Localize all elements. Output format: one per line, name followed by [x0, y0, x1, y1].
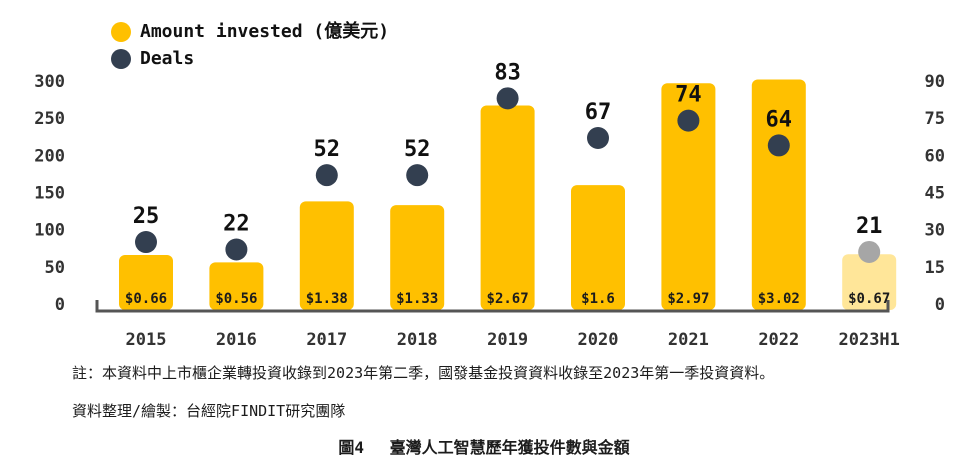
bar-labels: $0.66 $0.56 $1.38 $1.33 $2.67 $1.6 $2.97 $3.02 $…	[125, 291, 890, 307]
deal-value-label: 22	[223, 211, 250, 236]
x-tick-label: 2022	[758, 330, 799, 350]
source-credit: 資料整理/繪製：台經院FINDIT研究團隊	[72, 402, 346, 420]
legend-swatch-amount	[111, 22, 131, 42]
deal-marker-2016	[225, 238, 248, 261]
left-axis: 0 50 100 150 200 250 300	[34, 72, 65, 315]
right-axis: 0 15 30 45 60 75 90	[925, 72, 945, 315]
x-tick-label: 2017	[306, 330, 347, 350]
bar-2016	[209, 262, 264, 310]
right-tick-label: 30	[925, 221, 945, 241]
deal-value-label: 83	[494, 60, 521, 85]
bar-2017	[299, 201, 354, 310]
right-tick-label: 0	[935, 295, 945, 315]
deal-marker-2019	[496, 87, 519, 110]
x-tick-label: 2016	[216, 330, 257, 350]
right-tick-label: 60	[925, 146, 945, 166]
deal-value-label: 52	[404, 137, 431, 162]
left-tick-label: 0	[55, 295, 65, 315]
left-tick-label: 150	[34, 184, 65, 204]
deal-marker-2015	[135, 231, 157, 254]
bar-value-label: $2.67	[487, 291, 529, 307]
bar-2023H1	[842, 254, 897, 310]
bar-value-label: $1.38	[306, 291, 348, 307]
bar-2020	[571, 185, 625, 310]
deal-value-label: 67	[585, 100, 612, 125]
bar-value-label: $1.6	[581, 291, 615, 307]
bars	[119, 79, 897, 310]
x-tick-label: 2019	[487, 330, 528, 350]
bar-2018	[390, 205, 445, 310]
right-tick-label: 75	[925, 109, 945, 129]
bar-2019	[480, 105, 535, 310]
deal-markers: 25 22 52 52 83 67 74 64 21	[133, 60, 883, 263]
legend-label-deals: Deals	[140, 48, 194, 69]
deal-marker-2020	[587, 126, 609, 149]
deal-value-label: 64	[766, 107, 793, 132]
deal-marker-2023H1	[858, 240, 881, 263]
x-tick-label: 2015	[126, 330, 167, 350]
x-tick-label: 2018	[397, 330, 438, 350]
left-tick-label: 200	[34, 146, 65, 166]
bar-2022	[751, 79, 806, 310]
left-tick-label: 100	[34, 221, 65, 241]
bar-value-label: $2.97	[667, 291, 709, 307]
x-tick-label: 2023H1	[838, 330, 899, 350]
deal-marker-2018	[406, 164, 429, 187]
figure-caption: 圖4 臺灣人工智慧歷年獲投件數與金額	[0, 434, 968, 458]
bar-value-label: $3.02	[758, 291, 800, 307]
legend-label-amount: Amount invested (億美元)	[140, 20, 389, 42]
left-tick-label: 250	[34, 109, 65, 129]
x-tick-label: 2020	[578, 330, 619, 350]
figure-title: 臺灣人工智慧歷年獲投件數與金額	[389, 438, 630, 457]
figure-number: 圖4	[338, 438, 364, 457]
left-tick-label: 50	[45, 258, 65, 278]
footnote: 註：本資料中上市櫃企業轉投資收錄到2023年第二季，國發基金投資資料收錄至202…	[72, 364, 775, 382]
right-tick-label: 90	[925, 72, 945, 92]
baseline-bracket	[95, 300, 890, 313]
legend-swatch-deals	[111, 49, 131, 69]
bar-value-label: $1.33	[396, 291, 438, 307]
deal-value-label: 25	[133, 204, 160, 229]
deal-marker-2022	[767, 134, 790, 157]
bar-2015	[119, 254, 173, 310]
bar-value-label: $0.67	[848, 291, 890, 307]
deal-marker-2021	[677, 109, 700, 132]
deal-value-label: 74	[675, 83, 702, 108]
left-tick-label: 300	[34, 72, 65, 92]
bar-value-label: $0.56	[215, 291, 257, 307]
deal-marker-2017	[315, 164, 338, 187]
bar-value-label: $0.66	[125, 291, 167, 307]
deal-value-label: 21	[856, 214, 883, 239]
x-tick-label: 2021	[668, 330, 709, 350]
bar-2021	[661, 83, 716, 310]
right-tick-label: 45	[925, 184, 945, 204]
chart: Amount invested (億美元)Deals 0501001502002…	[34, 20, 945, 350]
legend: Amount invested (億美元) Deals	[111, 20, 389, 69]
x-axis-labels: 2015 2016 2017 2018 2019 2020 2021 2022 2023H1	[126, 330, 900, 350]
x-axis-line	[95, 300, 890, 313]
deal-value-label: 52	[314, 137, 341, 162]
right-tick-label: 15	[925, 258, 945, 278]
